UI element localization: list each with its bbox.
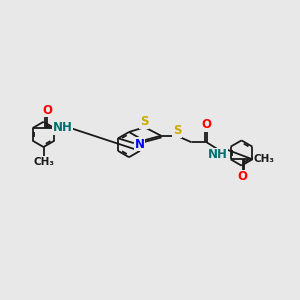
- Text: CH₃: CH₃: [253, 154, 274, 164]
- Text: O: O: [42, 104, 52, 117]
- Text: S: S: [173, 124, 181, 137]
- Text: S: S: [140, 115, 148, 128]
- Text: NH: NH: [53, 121, 73, 134]
- Text: CH₃: CH₃: [33, 157, 54, 167]
- Text: O: O: [238, 170, 248, 184]
- Text: O: O: [202, 118, 212, 131]
- Text: N: N: [135, 138, 145, 151]
- Text: NH: NH: [208, 148, 227, 161]
